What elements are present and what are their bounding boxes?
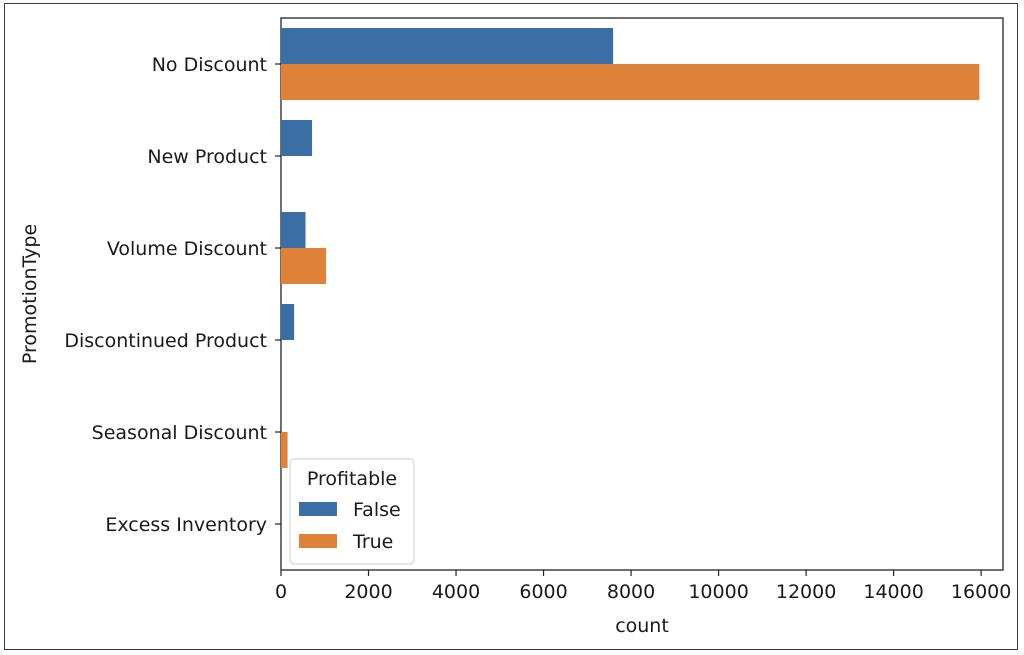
legend-title: Profitable: [307, 468, 397, 490]
x-tick-label: 0: [275, 581, 287, 603]
legend-swatch-false: [299, 502, 337, 516]
bar-new-product-false: [281, 120, 313, 156]
chart-frame: [4, 3, 1018, 650]
y-tick-label: Seasonal Discount: [92, 422, 267, 444]
legend-label-true: True: [352, 531, 393, 553]
x-tick-label: 6000: [519, 581, 567, 603]
x-tick-label: 2000: [344, 581, 392, 603]
x-axis-title: count: [615, 615, 669, 637]
x-axis: 0 2000 4000 6000 8000 10000 12000 14000 16000: [275, 570, 1011, 603]
legend-label-false: False: [353, 499, 401, 521]
legend: Profitable False True: [289, 458, 415, 565]
x-tick-label: 14000: [863, 581, 923, 603]
x-tick-label: 4000: [432, 581, 480, 603]
y-tick-label: Excess Inventory: [105, 514, 267, 536]
x-tick-label: 12000: [776, 581, 836, 603]
y-tick-label: Volume Discount: [107, 238, 267, 260]
bar-discontinued-product-false: [281, 304, 295, 340]
bars-group: [281, 28, 980, 468]
y-axis-title: PromotionType: [19, 224, 41, 364]
bar-seasonal-discount-true: [281, 432, 288, 468]
plot-area: [280, 17, 1004, 571]
bar-no-discount-false: [281, 28, 614, 64]
x-tick-label: 8000: [607, 581, 655, 603]
x-tick-label: 16000: [951, 581, 1011, 603]
y-tick-label: Discontinued Product: [64, 330, 267, 352]
legend-swatch-true: [299, 534, 337, 548]
y-tick-label: No Discount: [152, 54, 267, 76]
x-tick-label: 10000: [688, 581, 748, 603]
y-tick-label: New Product: [147, 146, 267, 168]
bar-no-discount-true: [281, 64, 980, 100]
bar-volume-discount-true: [281, 248, 327, 284]
bar-volume-discount-false: [281, 212, 306, 248]
y-axis: No Discount New Product Volume Discount Dis…: [64, 54, 281, 536]
